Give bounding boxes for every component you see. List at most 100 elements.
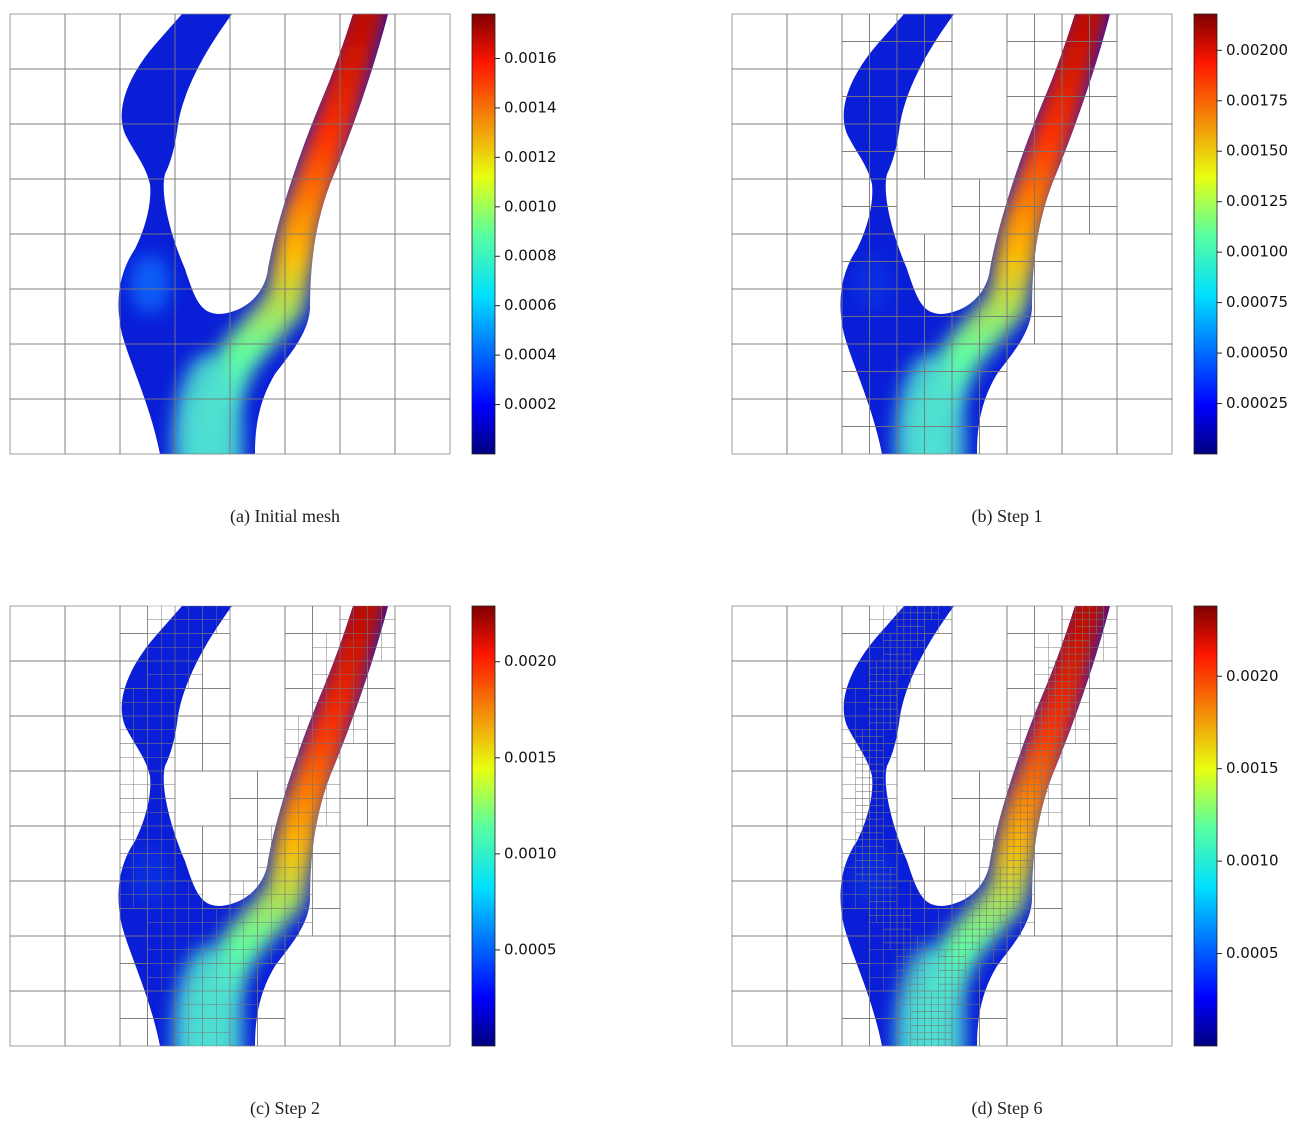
mesh-cell bbox=[951, 770, 980, 799]
mesh-cell bbox=[339, 935, 396, 992]
mesh-cell bbox=[1034, 288, 1063, 317]
mesh-cell bbox=[951, 13, 1008, 70]
mesh-cell bbox=[339, 798, 368, 827]
mesh-cell bbox=[174, 715, 203, 744]
mesh-cell bbox=[1116, 605, 1173, 662]
mesh-cell bbox=[1061, 798, 1090, 827]
mesh-cell bbox=[1116, 233, 1173, 290]
mesh-cell bbox=[1089, 743, 1118, 772]
field-trunk bbox=[895, 354, 965, 454]
mesh-cell bbox=[951, 68, 1008, 125]
mesh-cell bbox=[119, 770, 134, 785]
mesh-cell bbox=[394, 605, 451, 662]
mesh-cell bbox=[855, 757, 863, 765]
mesh-cell bbox=[312, 880, 341, 909]
mesh-cell bbox=[855, 812, 863, 820]
mesh-cell bbox=[731, 233, 788, 290]
mesh-cell bbox=[133, 784, 148, 799]
mesh-cell bbox=[924, 715, 953, 744]
mesh-cell bbox=[284, 715, 299, 730]
mesh-cell bbox=[1089, 770, 1118, 799]
mesh-cell bbox=[394, 880, 451, 937]
mesh-cell bbox=[339, 743, 368, 772]
mesh-cell bbox=[731, 715, 788, 772]
mesh-cell bbox=[9, 123, 66, 180]
mesh-cell bbox=[841, 812, 856, 827]
mesh-cell bbox=[786, 880, 843, 937]
mesh-cell bbox=[202, 688, 231, 717]
mesh-cell bbox=[284, 688, 313, 717]
mesh-cell bbox=[979, 1018, 1008, 1047]
mesh-cell bbox=[896, 743, 925, 772]
mesh-cell bbox=[1075, 729, 1090, 744]
mesh-cell bbox=[119, 1018, 148, 1047]
mesh-cell bbox=[1116, 288, 1173, 345]
mesh-cell bbox=[951, 233, 980, 262]
mesh-cell bbox=[841, 13, 870, 42]
mesh-cell bbox=[1061, 151, 1090, 180]
colorbar-tick-label: 0.0015 bbox=[504, 748, 557, 766]
mesh-cell bbox=[284, 605, 313, 634]
mesh-cell bbox=[951, 123, 1008, 180]
mesh-cell bbox=[1006, 935, 1063, 992]
mesh-cell bbox=[1061, 990, 1118, 1047]
mesh-cell bbox=[9, 990, 66, 1047]
mesh-cell bbox=[257, 839, 272, 854]
mesh-cell bbox=[924, 853, 953, 882]
mesh-cell bbox=[202, 715, 231, 744]
mesh-cell bbox=[1116, 935, 1173, 992]
mesh-cell bbox=[1006, 715, 1021, 730]
mesh-cell bbox=[855, 818, 863, 827]
mesh-cell bbox=[841, 784, 856, 799]
mesh-cell bbox=[229, 770, 258, 799]
mesh-cell bbox=[312, 605, 341, 634]
mesh-cell bbox=[979, 839, 994, 854]
mesh-cell bbox=[174, 743, 203, 772]
caption: (a) Initial mesh bbox=[230, 506, 340, 527]
mesh bbox=[731, 605, 1173, 1047]
mesh-cell bbox=[64, 825, 121, 882]
mesh-cell bbox=[731, 68, 788, 125]
mesh-cell bbox=[229, 853, 258, 882]
mesh-cell bbox=[1061, 935, 1118, 992]
mesh-cell bbox=[339, 343, 396, 400]
mesh-cell bbox=[731, 123, 788, 180]
mesh bbox=[9, 13, 451, 455]
mesh-cell bbox=[284, 343, 341, 400]
mesh-cell bbox=[9, 178, 66, 235]
mesh-cell bbox=[9, 68, 66, 125]
colorbar-tick-label: 0.0004 bbox=[504, 346, 557, 364]
mesh-cell bbox=[1061, 398, 1118, 455]
mesh-cell bbox=[786, 935, 843, 992]
mesh-cell bbox=[353, 729, 368, 744]
mesh-cell bbox=[841, 178, 870, 207]
mesh-cell bbox=[924, 96, 953, 125]
mesh-cell bbox=[312, 633, 327, 648]
mesh-cell bbox=[1116, 13, 1173, 70]
mesh-cell bbox=[381, 647, 396, 662]
mesh-cell bbox=[202, 825, 231, 854]
mesh-cell bbox=[119, 743, 134, 758]
mesh-cell bbox=[1116, 660, 1173, 717]
mesh-cell bbox=[394, 288, 451, 345]
mesh-cell bbox=[174, 123, 231, 180]
mesh-cell bbox=[9, 770, 66, 827]
mesh-cell bbox=[786, 605, 843, 662]
mesh-cell bbox=[9, 398, 66, 455]
mesh-cell bbox=[731, 605, 788, 662]
mesh-cell bbox=[1034, 647, 1049, 662]
mesh-cell bbox=[841, 743, 856, 758]
field-bulge bbox=[130, 254, 170, 314]
mesh-cell bbox=[394, 660, 451, 717]
mesh-cell bbox=[229, 660, 286, 717]
mesh-cell bbox=[133, 770, 148, 785]
mesh-cell bbox=[64, 398, 121, 455]
mesh-cell bbox=[326, 798, 341, 813]
colorbar-tick-label: 0.0015 bbox=[1226, 759, 1279, 777]
colorbar-tick-label: 0.00150 bbox=[1226, 142, 1288, 160]
mesh-cell bbox=[174, 178, 231, 235]
mesh-cell bbox=[394, 343, 451, 400]
mesh-cell bbox=[1034, 880, 1063, 909]
colorbar-tick-label: 0.00175 bbox=[1226, 91, 1288, 109]
mesh-cell bbox=[979, 178, 1008, 207]
